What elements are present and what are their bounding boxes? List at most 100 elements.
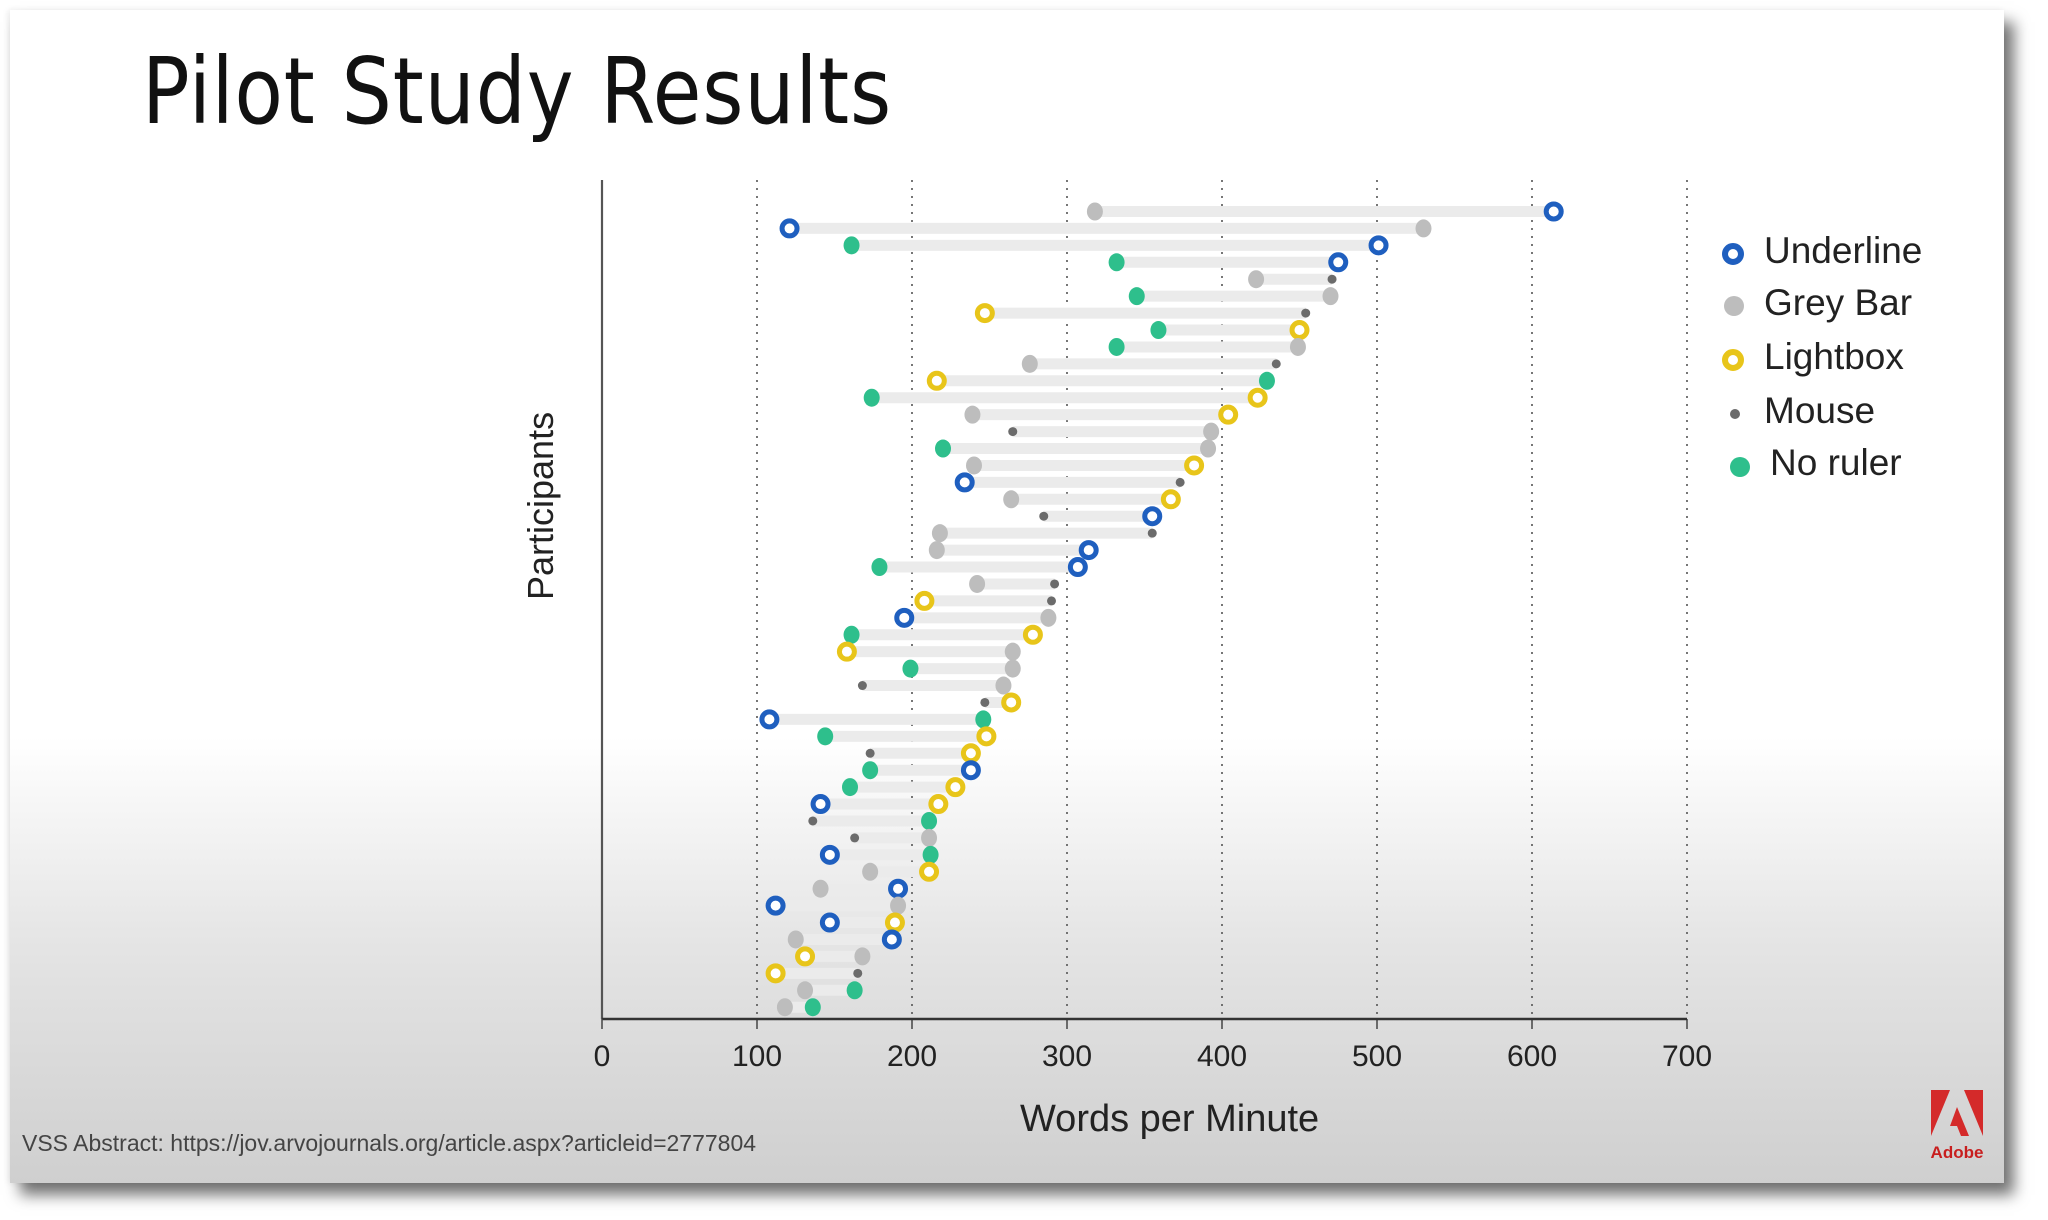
adobe-logo-icon [1931,1090,1983,1136]
grey_bar-marker [969,574,986,593]
underline-marker [1067,557,1088,578]
underline-marker [1078,540,1099,561]
underline-marker [888,878,909,899]
x-tick-label: 500 [1351,1040,1403,1073]
grey_bar-marker [1415,219,1432,238]
legend-item-no-ruler: No ruler [1720,438,1902,488]
grey_bar-marker [1086,202,1103,221]
grey_bar-marker [1203,422,1220,441]
grey_bar-marker [787,930,804,949]
adobe-logo-text: Adobe [1930,1143,1984,1162]
page-title: Pilot Study Results [142,38,893,145]
x-tick-label: 600 [1506,1040,1558,1073]
legend-item-lightbox: Lightbox [1720,332,1904,382]
grey_bar-marker [1021,354,1038,373]
no_ruler-marker [842,778,858,797]
mouse-marker [1039,511,1049,521]
lightbox-marker [919,861,940,882]
no_ruler-marker [1108,337,1125,356]
lightbox-marker [960,743,981,764]
legend-item-underline: Underline [1720,226,1922,276]
no_ruler-marker [817,727,834,746]
grey_bar-marker [931,524,948,543]
no_ruler-marker [1258,371,1275,390]
no_ruler-marker [843,236,860,255]
mouse-marker [1147,528,1157,538]
underline-marker [960,760,981,781]
mouse-marker [853,968,863,978]
grey_bar-marker [1040,608,1057,627]
adobe-logo: Adobe [1922,1090,1992,1163]
legend-item-grey-bar: Grey Bar [1720,278,1912,328]
x-tick-label: 100 [731,1040,783,1073]
mouse-marker [1175,477,1185,487]
mouse-marker [1050,579,1060,589]
lightbox-marker [765,963,786,984]
x-tick-label: 300 [1041,1040,1093,1073]
no_ruler-marker [935,439,951,458]
grey_bar-marker [995,676,1012,695]
legend-label: No ruler [1770,442,1902,483]
lightbox-marker [926,370,947,391]
underline-marker [1368,235,1389,256]
mouse-marker [1008,427,1018,437]
lightbox-marker-icon [1720,342,1750,372]
mouse-marker [1047,596,1056,606]
lightbox-marker [945,777,966,798]
no_ruler-marker [863,388,880,407]
mouse-marker [865,748,875,758]
lightbox-marker [1160,489,1181,510]
mouse-marker [857,681,867,691]
underline-marker [954,472,975,493]
no_ruler-marker [922,845,939,864]
lightbox-marker [795,946,816,967]
no_ruler-marker [871,558,888,577]
x-axis-label: Words per Minute [1020,1098,1320,1140]
grey_bar-marker [1004,642,1021,661]
grey_bar-marker [1248,270,1265,289]
legend-item-mouse: Mouse [1720,386,1875,436]
no_ruler-marker [846,981,863,1000]
mouse-marker [1327,274,1337,284]
grey_bar-marker [964,405,981,424]
grey_bar-marker [1004,659,1021,678]
mouse-marker-icon [1720,396,1750,426]
lightbox-marker [928,794,949,815]
legend-label: Underline [1764,230,1923,271]
lightbox-marker [1289,320,1310,341]
x-tick-label: 200 [886,1040,938,1073]
legend-label: Lightbox [1764,336,1904,377]
underline-marker [810,794,831,815]
grey_bar-marker [1322,287,1339,306]
lightbox-marker [1247,387,1268,408]
source-footnote: VSS Abstract: https://jov.arvojournals.o… [22,1130,757,1156]
grey_bar-marker [776,998,793,1017]
mouse-marker [1301,308,1311,318]
underline-marker-icon [1720,236,1750,266]
lightbox-marker [1001,692,1022,713]
grey_bar-marker [862,862,879,881]
no_ruler-marker [902,659,919,678]
mouse-marker [850,833,860,843]
mouse-marker [980,697,990,707]
lightbox-marker [974,303,995,324]
lightbox-marker [836,641,857,662]
y-axis-label: Participants [520,411,561,600]
mouse-marker [1271,359,1281,369]
grey_bar-marker [1200,439,1217,458]
underline-marker [779,218,800,239]
lightbox-marker [1218,404,1239,425]
underline-marker [819,912,840,933]
no-ruler-marker-icon [1720,448,1750,478]
no_ruler-marker [1150,321,1167,340]
grey_bar-marker [966,456,982,475]
lightbox-marker [1022,624,1043,645]
grey_bar-marker [797,981,814,1000]
no_ruler-marker [804,998,821,1017]
underline-marker [1543,201,1564,222]
legend-label: Grey Bar [1764,282,1913,323]
lightbox-marker [976,726,997,747]
grey_bar-marker [928,541,945,560]
no_ruler-marker [975,710,992,729]
